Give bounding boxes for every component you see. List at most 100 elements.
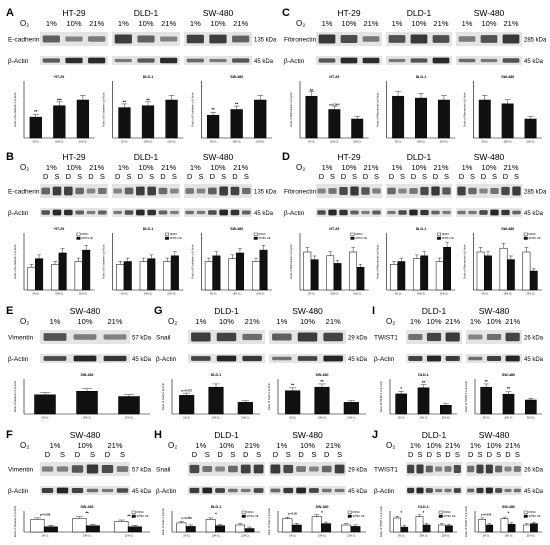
oxygen-header: O₂ (296, 163, 305, 172)
blot-band (457, 210, 466, 215)
oxygen-level-label: 10% (66, 19, 81, 28)
oxygen-level-label: 1% (392, 163, 403, 172)
chart-tick-label: 21% O₂ (353, 141, 361, 144)
chart-tick-label: 10% O₂ (504, 293, 512, 296)
chart-bar (204, 261, 213, 291)
blot-band (137, 58, 155, 63)
blot-band (318, 34, 336, 44)
panel-letter: I (372, 305, 375, 317)
protein-label: Vimentin (8, 467, 34, 474)
chart-title: DLD-1 (418, 505, 429, 509)
panel-letter: D (282, 151, 290, 163)
blot-band (114, 34, 132, 44)
legend-swatch (523, 510, 528, 514)
blot-band (160, 36, 178, 42)
chart-bar (259, 249, 268, 291)
protein-label: Vimentin (8, 335, 34, 342)
blot-background (386, 208, 452, 217)
chart-tick-label: 10% O₂ (212, 535, 220, 538)
oxygen-level-label: 21% (245, 317, 260, 326)
oxygen-level-label: 10% (341, 163, 356, 172)
chart-bar (437, 524, 446, 533)
chart-ylabel: Ratio of Fibronectin to β-Actin (289, 92, 293, 127)
chart-tick-label: 21% O₂ (241, 535, 249, 538)
chart-tick-label: 21% O₂ (526, 293, 534, 296)
chart-title: SW-480 (502, 373, 515, 377)
chart-bar (499, 247, 508, 291)
chart-tick-label: 10% O₂ (318, 417, 326, 420)
blot-band (189, 487, 200, 494)
loading-kda-label: 45 kDa (524, 489, 544, 495)
blot-band (409, 188, 418, 194)
chart-tick-label: 21% O₂ (347, 417, 355, 420)
blot-background (184, 208, 252, 217)
legend-swatch (350, 236, 355, 240)
blot-band (323, 355, 343, 362)
chart-bar (205, 519, 216, 533)
blot-band (86, 464, 99, 474)
treatment-label: S (477, 450, 482, 459)
legend-label: SPHK1 OE (170, 237, 182, 240)
legend-swatch (438, 510, 443, 514)
legend-label: DMSO (529, 511, 536, 514)
cell-line-label: SW-480 (292, 430, 323, 440)
protein-kda-label: 57 kDa (132, 468, 152, 474)
chart-significance: * (423, 510, 425, 515)
treatment-label: D (389, 172, 395, 181)
blot-band (309, 466, 319, 472)
chart-ylabel: Ratio of Fibronectin to β-Actin (462, 92, 466, 127)
treatment-label: S (60, 450, 65, 459)
oxygen-level-label: 21% (363, 163, 378, 172)
chart-bar (282, 518, 293, 533)
chart-bar (237, 402, 253, 415)
blot-band (387, 187, 396, 195)
blot-band (113, 188, 122, 194)
chart-bar (392, 95, 405, 139)
blot-band (170, 210, 179, 215)
oxygen-level-label: 21% (233, 163, 248, 172)
loading-control-label: β-Actin (8, 210, 29, 217)
blot-band (444, 488, 452, 493)
treatment-label: D (319, 172, 325, 181)
blot-band (321, 488, 332, 493)
chart-tick-label: 1% O₂ (183, 417, 190, 420)
blot-band (432, 57, 450, 64)
chart-title: SW-480 (502, 505, 515, 509)
legend-label: SPHK1 OE (529, 515, 541, 518)
treatment-label: S (100, 172, 105, 181)
blot-band (502, 58, 520, 63)
chart-bar (76, 391, 98, 415)
chart-significance: ** (34, 109, 38, 114)
oxygen-level-label: 21% (505, 441, 520, 450)
chart-tick-label: 21% O₂ (79, 293, 87, 296)
blot-background (40, 486, 130, 495)
oxygen-level-label: 21% (363, 19, 378, 28)
oxygen-level-label: 10% (138, 163, 153, 172)
chart-tick-label: 21% O₂ (527, 417, 535, 420)
chart-tick-label: 21% O₂ (125, 535, 133, 538)
blot-band (52, 209, 62, 216)
chart-ylabel: Ratio of Vimentin to β-Actin (13, 380, 17, 412)
blot-band (445, 355, 460, 362)
legend-label: DMSO (81, 233, 88, 236)
blot-band (113, 210, 122, 215)
blot-band (501, 209, 510, 216)
blot-band (56, 466, 69, 472)
chart-bar (445, 525, 453, 533)
cell-line-label: SW-480 (474, 8, 505, 18)
blot-band (479, 188, 488, 194)
legend-swatch (437, 232, 442, 236)
treatment-label: S (444, 172, 449, 181)
blot-band (219, 209, 228, 216)
blot-band (185, 210, 194, 215)
chart-bar (76, 99, 90, 139)
blot-band (445, 332, 460, 342)
chart-bar (228, 258, 237, 291)
blot-band (75, 210, 84, 215)
oxygen-level-label: 10% (411, 163, 426, 172)
oxygen-level-label: 1% (46, 163, 57, 172)
legend-label: DMSO (137, 511, 144, 514)
loading-control-label: β-Actin (374, 488, 395, 495)
treatment-label: D (192, 450, 198, 459)
blot-band (88, 57, 106, 64)
